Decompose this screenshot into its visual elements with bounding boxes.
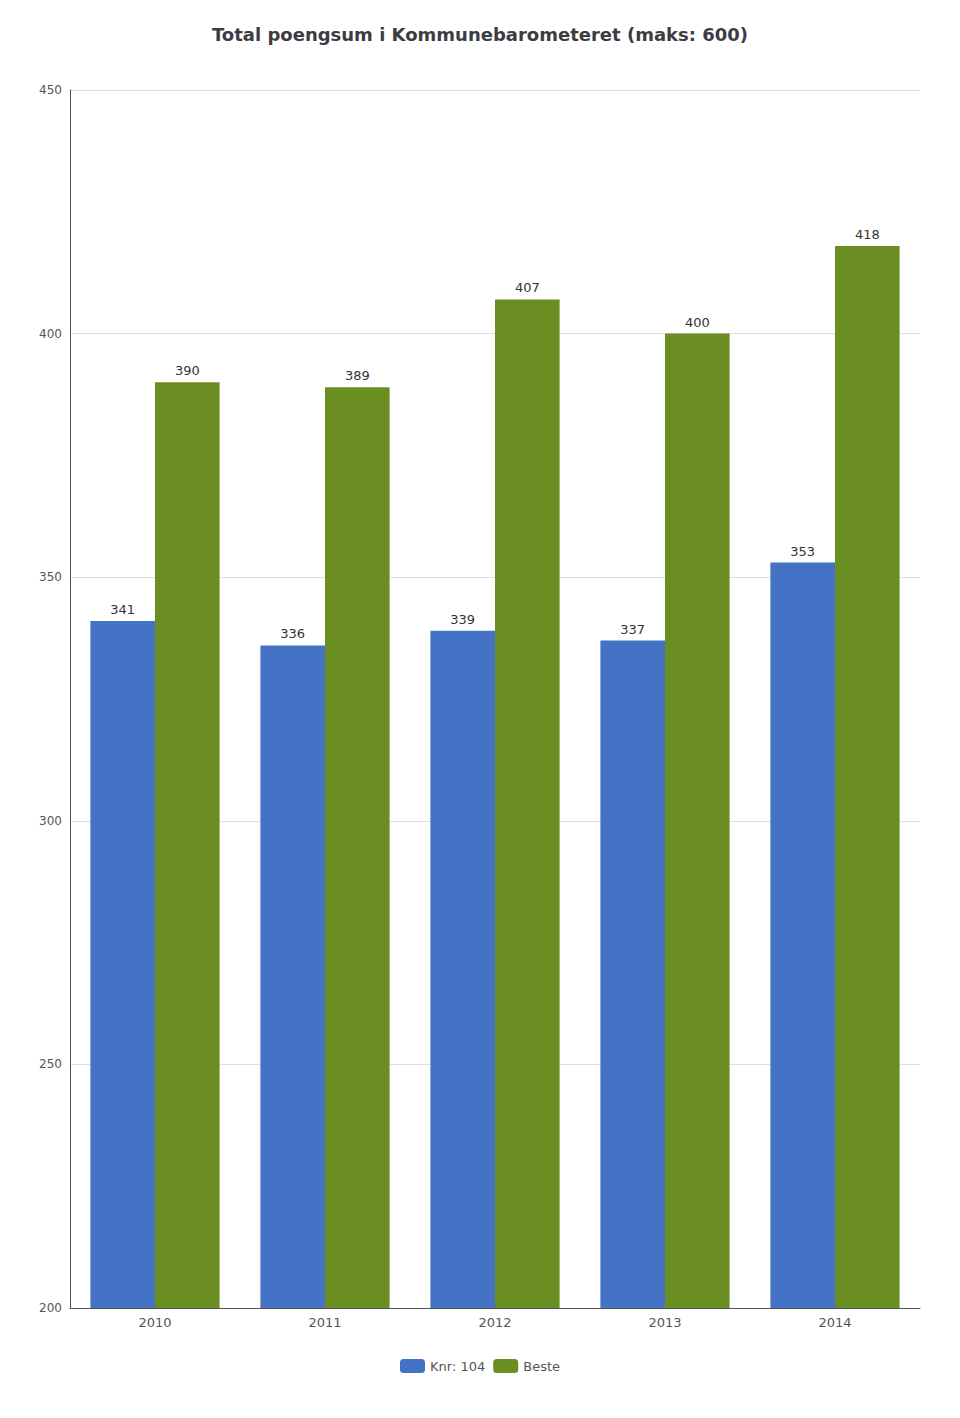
svg-text:Total poengsum i Kommunebarome: Total poengsum i Kommunebarometeret (mak… [212, 24, 748, 45]
svg-text:2011: 2011 [308, 1315, 341, 1330]
svg-text:336: 336 [280, 626, 305, 641]
svg-text:2012: 2012 [478, 1315, 511, 1330]
svg-text:2013: 2013 [648, 1315, 681, 1330]
svg-text:400: 400 [685, 315, 710, 330]
svg-text:450: 450 [39, 83, 62, 97]
svg-text:2010: 2010 [138, 1315, 171, 1330]
svg-text:350: 350 [39, 570, 62, 584]
svg-text:300: 300 [39, 814, 62, 828]
svg-text:341: 341 [110, 602, 135, 617]
svg-text:337: 337 [620, 622, 645, 637]
svg-text:390: 390 [175, 363, 200, 378]
svg-text:400: 400 [39, 327, 62, 341]
svg-text:2014: 2014 [818, 1315, 851, 1330]
svg-text:200: 200 [39, 1301, 62, 1315]
svg-text:Beste: Beste [523, 1359, 560, 1374]
svg-text:407: 407 [515, 280, 540, 295]
svg-text:353: 353 [790, 544, 815, 559]
svg-text:Knr: 104: Knr: 104 [430, 1359, 485, 1374]
svg-text:389: 389 [345, 368, 370, 383]
svg-text:339: 339 [450, 612, 475, 627]
svg-text:418: 418 [855, 227, 880, 242]
svg-text:250: 250 [39, 1057, 62, 1071]
